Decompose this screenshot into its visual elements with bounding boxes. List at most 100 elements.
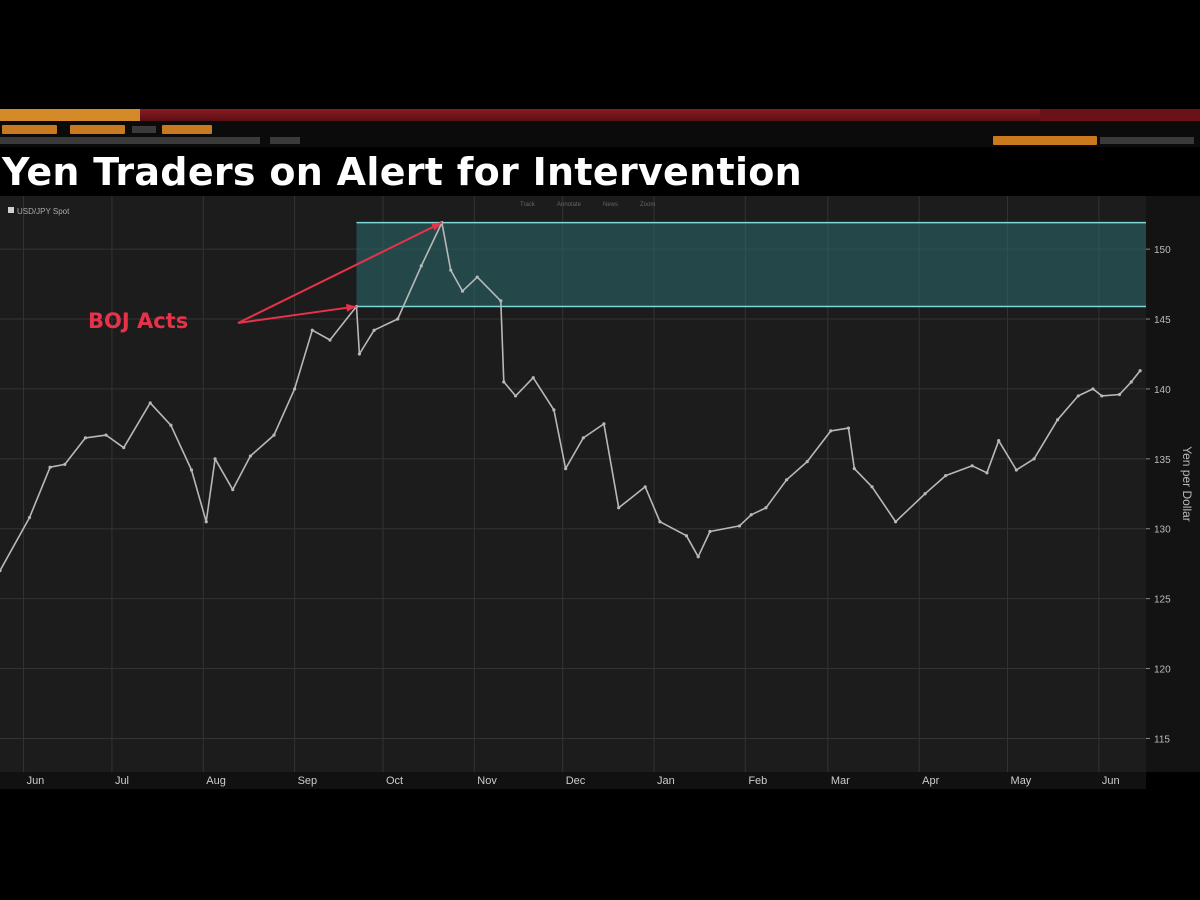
x-tick-label: Jul: [115, 775, 129, 787]
data-point: [189, 468, 194, 472]
data-point: [658, 520, 662, 524]
y-tick-label: 135: [1154, 455, 1171, 466]
edit-chart-button[interactable]: [993, 136, 1097, 145]
data-point: [169, 423, 173, 427]
y-tick-label: 130: [1154, 525, 1171, 536]
table-button[interactable]: [270, 137, 300, 144]
data-point: [581, 436, 585, 440]
x-tick-label: Sep: [298, 775, 318, 787]
data-point: [997, 439, 1001, 443]
data-point: [749, 513, 753, 517]
x-tick-label: Mar: [831, 775, 850, 787]
x-tick-labels: Jun Jul Aug Sep Oct Nov Dec Jan Feb Mar Apr May Jun: [27, 775, 1120, 787]
compare-button[interactable]: [70, 125, 125, 134]
y-tick-label: 115: [1154, 734, 1170, 745]
data-point: [1056, 418, 1060, 422]
data-point: [328, 338, 332, 342]
data-point: [923, 492, 927, 496]
x-tick-label: Dec: [566, 775, 586, 787]
menu-news[interactable]: News: [603, 202, 618, 208]
toolbar-control[interactable]: [132, 126, 156, 133]
data-point: [1138, 369, 1142, 373]
data-point: [870, 485, 874, 489]
data-point: [552, 408, 556, 412]
data-point: [449, 268, 453, 272]
data-point: [846, 426, 851, 430]
data-point: [1076, 394, 1080, 398]
data-point: [684, 534, 689, 538]
chart-menu: Track Annotate News Zoom: [520, 202, 655, 208]
y-axis-label: Yen per Dollar: [1180, 446, 1194, 522]
data-point: [1129, 380, 1133, 384]
data-point: [231, 487, 235, 492]
data-point: [643, 485, 647, 489]
x-tick-label: May: [1011, 775, 1032, 787]
actions-button[interactable]: [162, 125, 212, 134]
menu-track[interactable]: Track: [520, 202, 536, 208]
data-point: [48, 465, 52, 469]
x-tick-label: Apr: [922, 775, 939, 787]
data-point: [0, 569, 2, 573]
data-point: [805, 460, 809, 464]
data-point: [460, 289, 465, 293]
boj-arrowhead-lower: [346, 303, 357, 312]
data-point: [104, 433, 108, 437]
data-point: [148, 401, 152, 405]
data-point: [893, 520, 898, 524]
data-point: [564, 467, 568, 471]
data-point: [944, 474, 948, 478]
data-point: [985, 471, 989, 475]
data-point: [829, 429, 833, 433]
y-tick-label: 150: [1154, 245, 1171, 256]
boj-acts-annotation: BOJ Acts: [88, 309, 188, 333]
data-point: [617, 506, 621, 510]
y-tick-label: 145: [1154, 315, 1171, 326]
data-point: [1014, 468, 1018, 472]
data-point: [83, 436, 88, 440]
x-tick-label: Feb: [748, 775, 767, 787]
x-tick-label: Aug: [206, 775, 226, 787]
boj-annotation-arrow: [237, 221, 443, 324]
data-point: [248, 454, 253, 458]
data-point: [63, 462, 67, 467]
data-point: [213, 457, 217, 461]
data-point: [419, 264, 423, 268]
data-point: [499, 299, 503, 303]
terminal-toolbar: [0, 121, 1200, 147]
data-point: [764, 506, 768, 510]
highlight-band: [356, 222, 1146, 307]
period-selector[interactable]: [0, 137, 260, 144]
boj-arrowhead-upper: [431, 222, 442, 231]
y-tick-labels: 115 120 125 130 135 140 145 150: [1146, 245, 1171, 745]
data-point: [708, 529, 712, 534]
data-point: [272, 433, 276, 437]
x-tick-label: Oct: [386, 775, 403, 787]
data-point: [696, 555, 700, 559]
title-bar-accent: [0, 109, 140, 121]
data-point: [852, 467, 856, 471]
data-point: [357, 352, 362, 356]
menu-zoom[interactable]: Zoom: [640, 202, 655, 208]
title-bar-status: [1040, 109, 1200, 121]
data-point: [396, 317, 400, 321]
x-tick-label: Jun: [27, 775, 45, 787]
data-point: [531, 376, 535, 380]
x-tick-label: Nov: [477, 775, 497, 787]
legend-entry: USD/JPY Spot: [17, 207, 70, 216]
data-point: [372, 328, 376, 332]
data-point: [1032, 457, 1036, 461]
data-point: [1100, 394, 1104, 398]
legend-marker: [8, 207, 14, 213]
chart-settings-control[interactable]: [1100, 137, 1194, 144]
data-point: [513, 394, 518, 398]
data-point: [737, 524, 742, 528]
menu-annotate[interactable]: Annotate: [557, 202, 582, 208]
data-point: [970, 464, 974, 468]
xaxis-panel-background: [0, 772, 1146, 789]
data-point: [502, 380, 506, 384]
security-button[interactable]: [2, 125, 57, 134]
y-tick-label: 125: [1154, 595, 1171, 606]
series-points: [0, 220, 1142, 573]
data-point: [475, 275, 479, 279]
